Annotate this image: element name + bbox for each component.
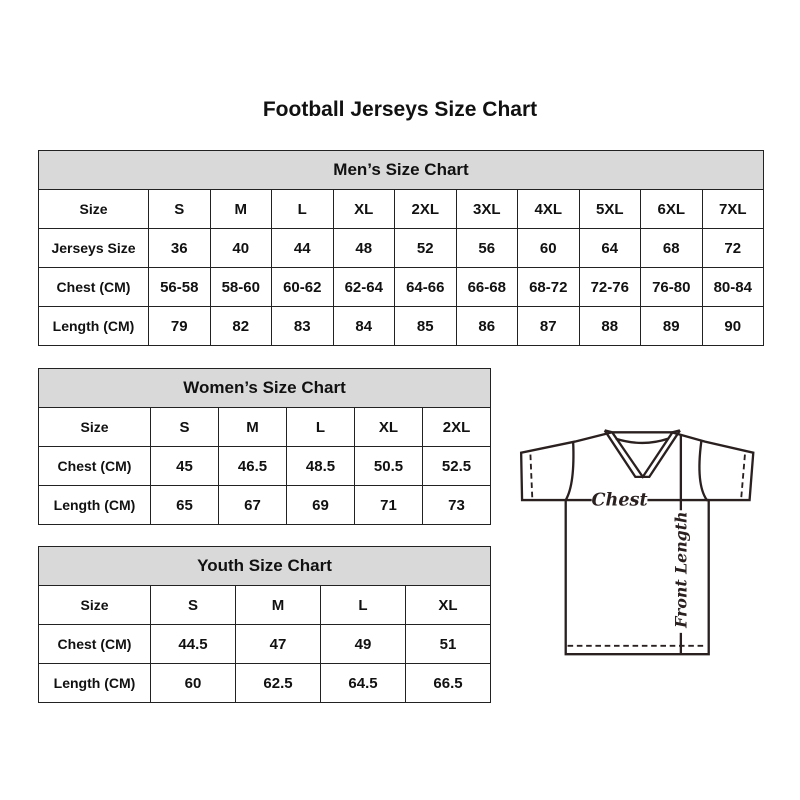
- women-table-title: Women’s Size Chart: [38, 368, 491, 408]
- table-cell: 80-84: [701, 267, 764, 307]
- row-label: Length (CM): [38, 306, 149, 346]
- youth-table-title: Youth Size Chart: [38, 546, 491, 586]
- table-cell: 2XL: [394, 189, 457, 229]
- table-cell: 65: [150, 485, 219, 525]
- row-label: Size: [38, 585, 151, 625]
- row-label: Chest (CM): [38, 267, 149, 307]
- table-cell: 4XL: [517, 189, 580, 229]
- front-length-label: Front Length: [671, 512, 690, 629]
- table-cell: 58-60: [209, 267, 272, 307]
- row-label: Chest (CM): [38, 624, 151, 664]
- table-cell: XL: [405, 585, 491, 625]
- jersey-diagram: Chest Front Length: [519, 429, 755, 656]
- table-cell: 68-72: [517, 267, 580, 307]
- table-cell: 46.5: [218, 446, 287, 486]
- table-cell: 51: [405, 624, 491, 664]
- table-cell: 60: [517, 228, 580, 268]
- table-cell: 84: [332, 306, 395, 346]
- table-cell: XL: [332, 189, 395, 229]
- table-cell: 3XL: [455, 189, 518, 229]
- mens-size-table: Men’s Size Chart Size S M L XL 2XL 3XL 4XL 5XL 6XL…: [38, 150, 764, 346]
- youth-size-table: Youth Size Chart Size S M L XL Chest (CM) 44.5 4…: [38, 546, 491, 703]
- table-cell: 88: [578, 306, 641, 346]
- table-cell: 72-76: [578, 267, 641, 307]
- table-cell: 66-68: [455, 267, 518, 307]
- table-row: Length (CM) 79 82 83 84 85 86 87 88 89 90: [38, 306, 764, 346]
- table-cell: 79: [148, 306, 211, 346]
- table-cell: 5XL: [578, 189, 641, 229]
- page-title: Football Jerseys Size Chart: [262, 98, 538, 121]
- table-cell: 85: [394, 306, 457, 346]
- row-label: Length (CM): [38, 663, 151, 703]
- chest-label: Chest: [592, 490, 648, 511]
- table-row: Jerseys Size 36 40 44 48 52 56 60 64 68 72: [38, 228, 764, 268]
- table-row: Size S M L XL: [38, 585, 491, 625]
- table-cell: 66.5: [405, 663, 491, 703]
- table-cell: 76-80: [640, 267, 703, 307]
- table-cell: 52: [394, 228, 457, 268]
- row-label: Size: [38, 189, 149, 229]
- table-cell: S: [150, 407, 219, 447]
- table-cell: 7XL: [701, 189, 764, 229]
- table-cell: M: [209, 189, 272, 229]
- table-cell: 73: [422, 485, 491, 525]
- table-cell: 60: [150, 663, 236, 703]
- table-cell: 6XL: [640, 189, 703, 229]
- table-cell: 87: [517, 306, 580, 346]
- table-cell: 56-58: [148, 267, 211, 307]
- table-cell: 48: [332, 228, 395, 268]
- row-label: Length (CM): [38, 485, 151, 525]
- table-cell: 47: [235, 624, 321, 664]
- table-cell: L: [320, 585, 406, 625]
- table-cell: 83: [271, 306, 334, 346]
- table-cell: 68: [640, 228, 703, 268]
- table-cell: 71: [354, 485, 423, 525]
- table-row: Length (CM) 65 67 69 71 73: [38, 485, 491, 525]
- table-row: Length (CM) 60 62.5 64.5 66.5: [38, 663, 491, 703]
- table-cell: 64.5: [320, 663, 406, 703]
- table-cell: 69: [286, 485, 355, 525]
- table-cell: 72: [701, 228, 764, 268]
- table-cell: 60-62: [271, 267, 334, 307]
- table-cell: M: [235, 585, 321, 625]
- table-cell: L: [286, 407, 355, 447]
- table-cell: M: [218, 407, 287, 447]
- table-row: Size S M L XL 2XL 3XL 4XL 5XL 6XL 7XL: [38, 189, 764, 229]
- table-cell: 90: [701, 306, 764, 346]
- table-cell: 82: [209, 306, 272, 346]
- table-cell: XL: [354, 407, 423, 447]
- row-label: Size: [38, 407, 151, 447]
- table-row: Chest (CM) 56-58 58-60 60-62 62-64 64-66 66-68…: [38, 267, 764, 307]
- table-cell: 2XL: [422, 407, 491, 447]
- table-cell: 62-64: [332, 267, 395, 307]
- table-cell: 64-66: [394, 267, 457, 307]
- table-row: Chest (CM) 45 46.5 48.5 50.5 52.5: [38, 446, 491, 486]
- table-cell: 40: [209, 228, 272, 268]
- table-cell: 86: [455, 306, 518, 346]
- table-cell: 49: [320, 624, 406, 664]
- table-cell: S: [148, 189, 211, 229]
- table-row: Chest (CM) 44.5 47 49 51: [38, 624, 491, 664]
- table-cell: 36: [148, 228, 211, 268]
- row-label: Jerseys Size: [38, 228, 149, 268]
- table-cell: 62.5: [235, 663, 321, 703]
- womens-size-table: Women’s Size Chart Size S M L XL 2XL Chest (CM)…: [38, 368, 491, 525]
- table-cell: 67: [218, 485, 287, 525]
- table-cell: 48.5: [286, 446, 355, 486]
- table-cell: 44: [271, 228, 334, 268]
- table-cell: 50.5: [354, 446, 423, 486]
- men-table-title: Men’s Size Chart: [38, 150, 764, 190]
- table-cell: L: [271, 189, 334, 229]
- row-label: Chest (CM): [38, 446, 151, 486]
- table-cell: 56: [455, 228, 518, 268]
- table-cell: 44.5: [150, 624, 236, 664]
- table-cell: 45: [150, 446, 219, 486]
- table-row: Size S M L XL 2XL: [38, 407, 491, 447]
- table-cell: 64: [578, 228, 641, 268]
- table-cell: 89: [640, 306, 703, 346]
- table-cell: 52.5: [422, 446, 491, 486]
- table-cell: S: [150, 585, 236, 625]
